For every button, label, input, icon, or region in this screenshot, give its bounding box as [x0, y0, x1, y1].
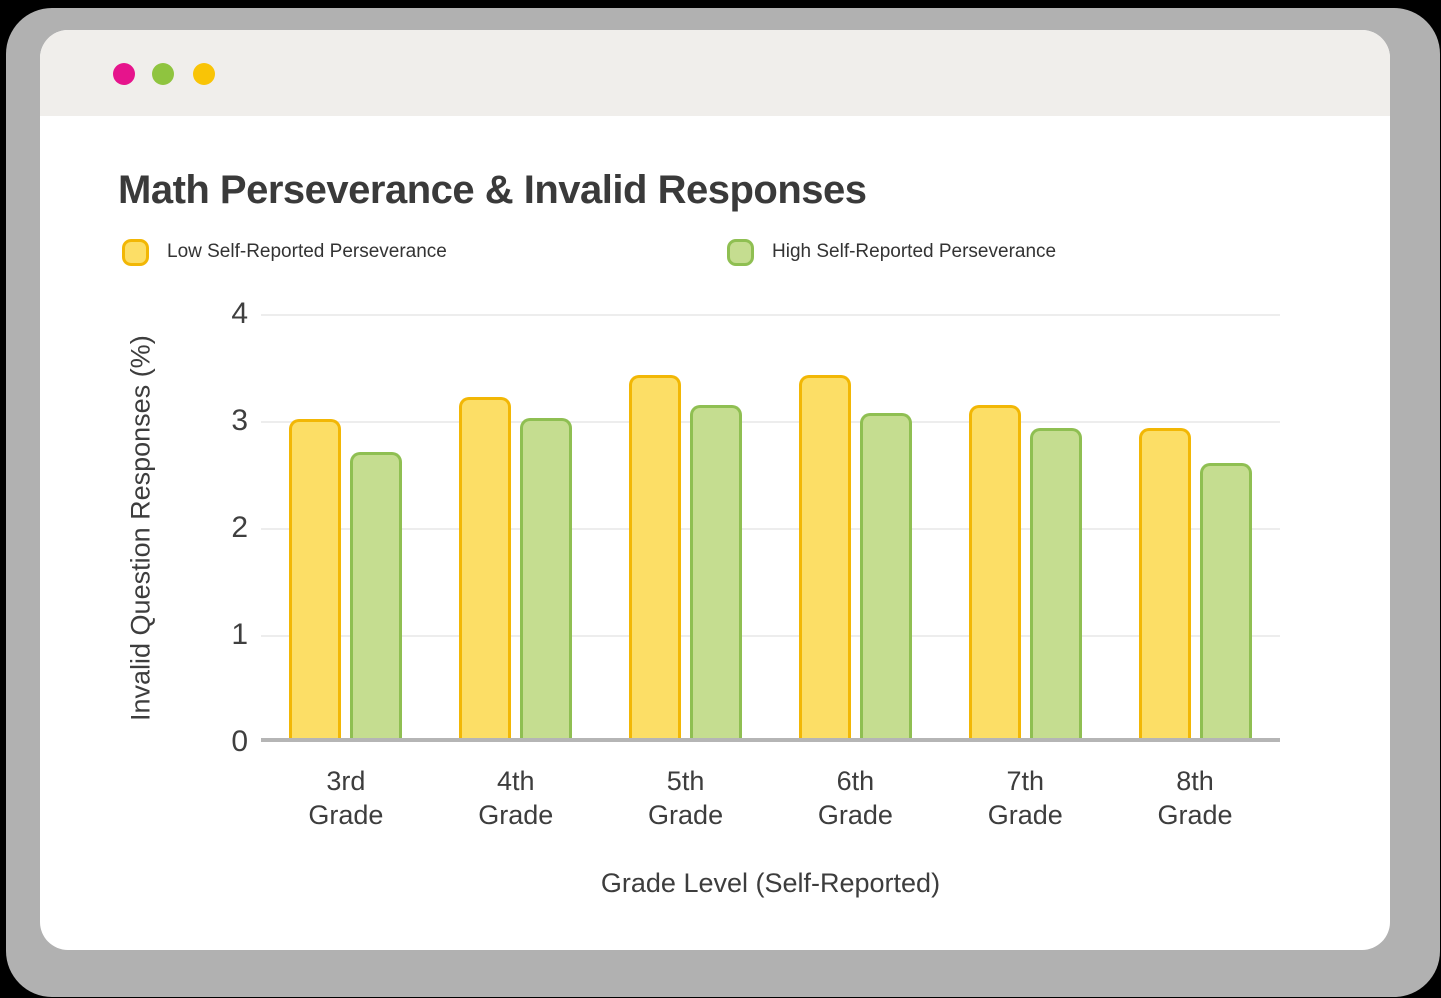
bar-group-4th-grade [431, 314, 601, 738]
bar-7th-grade-high [1029, 427, 1082, 738]
gridline-3 [261, 421, 1280, 423]
bar-group-6th-grade [770, 314, 940, 738]
legend-item-low-perseverance[interactable]: Low Self-Reported Perseverance [122, 238, 447, 266]
bar-group-7th-grade [940, 314, 1110, 738]
bar-3rd-grade-low [289, 419, 342, 738]
y-tick-label-2: 2 [231, 511, 248, 544]
x-tick-label-3rd-grade: 3rd Grade [308, 766, 384, 830]
x-tick-label-7th-grade: 7th Grade [987, 766, 1063, 830]
bar-8th-grade-high [1199, 463, 1252, 738]
app-window: Math Perseverance & Invalid Responses Lo… [40, 30, 1390, 950]
bar-3rd-grade-high [350, 452, 403, 738]
bar-7th-grade-low [968, 405, 1021, 738]
y-tick-label-1: 1 [231, 618, 248, 651]
bar-group-5th-grade [601, 314, 771, 738]
bar-5th-grade-low [629, 375, 682, 738]
legend-label-high: High Self-Reported Perseverance [772, 241, 1057, 262]
x-tick-label-8th-grade: 8th Grade [1157, 766, 1233, 830]
bar-4th-grade-high [520, 418, 573, 738]
legend-label-low: Low Self-Reported Perseverance [167, 241, 447, 262]
window-control-close-button[interactable] [113, 63, 135, 85]
bar-4th-grade-low [459, 396, 512, 738]
bar-5th-grade-high [690, 405, 743, 738]
legend-item-high-perseverance[interactable]: High Self-Reported Perseverance [727, 238, 1056, 266]
y-tick-label-3: 3 [231, 404, 248, 437]
bar-group-8th-grade [1110, 314, 1280, 738]
gridline-4 [261, 314, 1280, 316]
bar-6th-grade-high [859, 412, 912, 738]
x-axis-tick-labels: 3rd Grade 4th Grade 5th Grade 6th Grade 7th Grade… [261, 764, 1280, 832]
bar-group-3rd-grade [261, 314, 431, 738]
window-titlebar [40, 30, 1390, 116]
plot-area: 0 1 2 3 4 [231, 297, 1280, 758]
x-tick-label-5th-grade: 5th Grade [648, 766, 724, 830]
legend-swatch-low-icon [122, 238, 149, 266]
gridline-2 [261, 528, 1280, 530]
gridline-1 [261, 635, 1280, 637]
x-tick-label-6th-grade: 6th Grade [817, 766, 893, 830]
legend-swatch-high-icon [727, 238, 754, 266]
x-tick-label-4th-grade: 4th Grade [478, 766, 554, 830]
chart-card: Math Perseverance & Invalid Responses Lo… [40, 116, 1390, 950]
y-axis-title: Invalid Question Responses (%) [125, 335, 156, 721]
bar-8th-grade-low [1138, 427, 1191, 738]
window-control-maximize-button[interactable] [193, 63, 215, 85]
chart-title: Math Perseverance & Invalid Responses [118, 168, 867, 212]
window-control-minimize-button[interactable] [152, 63, 174, 85]
bar-6th-grade-low [798, 375, 851, 738]
y-tick-label-4: 4 [231, 297, 248, 330]
x-axis-title: Grade Level (Self-Reported) [600, 868, 941, 898]
bars-row [261, 314, 1280, 738]
y-tick-label-0: 0 [231, 725, 248, 758]
plot-wrap: Invalid Question Responses (%) 0 1 2 3 4 3rd… [126, 297, 1280, 898]
